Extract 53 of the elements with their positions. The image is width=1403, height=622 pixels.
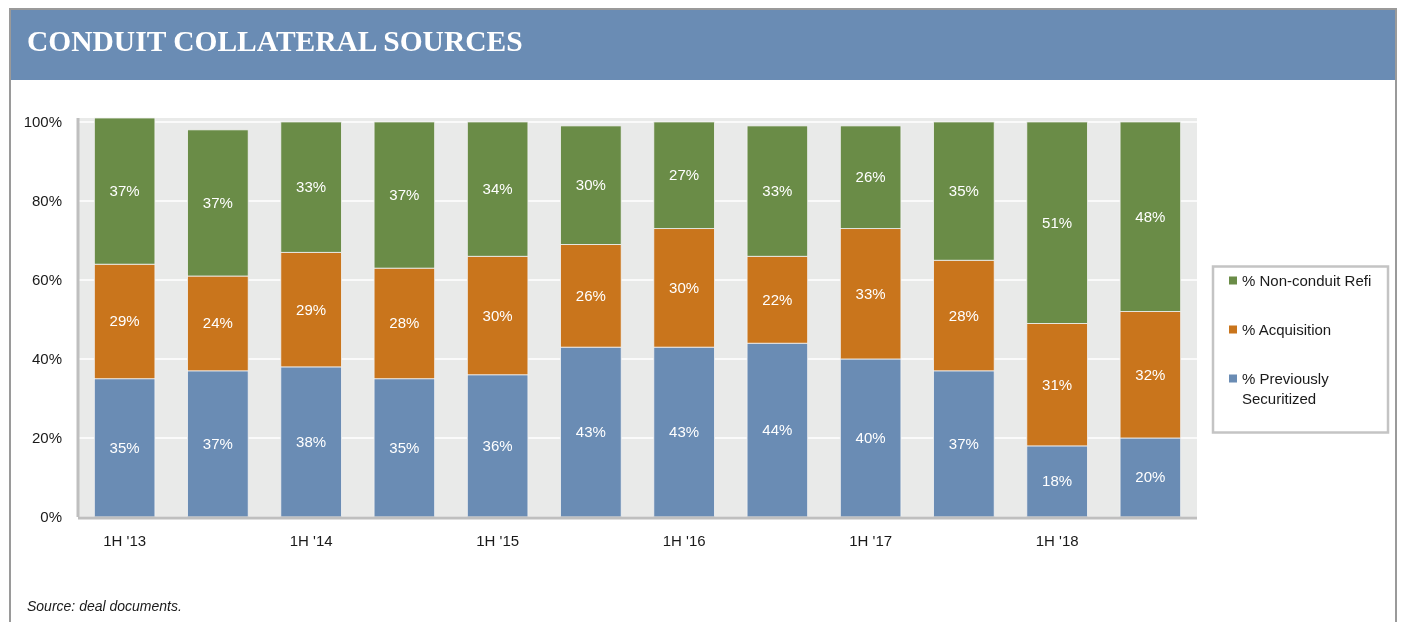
data-label: 34%: [482, 180, 513, 198]
data-label: 37%: [202, 193, 233, 211]
legend-label: % Previously Securitized: [1242, 369, 1330, 407]
data-label: 30%: [669, 278, 700, 296]
y-tick-label: 20%: [31, 428, 62, 446]
data-label: 37%: [109, 182, 140, 200]
data-label: 48%: [1135, 207, 1166, 225]
data-label: 24%: [202, 314, 233, 332]
data-label: 43%: [669, 423, 700, 441]
x-tick-label: 1H '15: [476, 532, 520, 549]
data-label: 36%: [482, 436, 513, 454]
data-label: 37%: [389, 186, 420, 204]
legend-label: % Non-conduit Refi: [1242, 271, 1372, 289]
data-label: 37%: [202, 434, 233, 452]
data-label: 40%: [855, 428, 886, 446]
data-label: 33%: [762, 182, 793, 200]
y-tick-label: 80%: [31, 191, 62, 209]
data-label: 33%: [296, 178, 327, 196]
y-tick-label: 100%: [23, 112, 62, 130]
y-tick-label: 60%: [31, 270, 62, 288]
chart-title: CONDUIT COLLATERAL SOURCES: [27, 25, 523, 57]
x-tick-label: 1H '17: [849, 532, 893, 549]
data-label: 33%: [855, 284, 886, 302]
data-label: 51%: [1042, 213, 1073, 231]
data-label: 37%: [948, 434, 979, 452]
data-label: 26%: [575, 286, 606, 304]
data-label: 35%: [948, 182, 979, 200]
y-tick-label: 40%: [31, 349, 62, 367]
data-label: 32%: [1135, 365, 1166, 383]
data-label: 18%: [1042, 472, 1073, 490]
source-note: Source: deal documents.: [27, 598, 182, 614]
data-label: 30%: [575, 176, 606, 194]
y-tick-label: 0%: [40, 508, 62, 525]
data-label: 44%: [762, 421, 793, 439]
x-tick-label: 1H '16: [662, 532, 706, 549]
data-label: 38%: [296, 432, 327, 450]
data-label: 30%: [482, 306, 513, 324]
data-label: 29%: [109, 312, 140, 330]
data-label: 35%: [389, 438, 420, 456]
data-label: 28%: [389, 314, 420, 332]
data-label: 43%: [575, 423, 606, 441]
data-label: 20%: [1135, 468, 1166, 486]
data-label: 27%: [669, 166, 700, 184]
data-label: 26%: [855, 168, 886, 186]
data-label: 22%: [762, 290, 793, 308]
legend-label: % Acquisition: [1242, 320, 1332, 338]
x-tick-label: 1H '13: [103, 532, 147, 549]
x-tick-label: 1H '14: [289, 532, 333, 549]
data-label: 31%: [1042, 375, 1073, 393]
data-label: 35%: [109, 438, 140, 456]
x-tick-label: 1H '18: [1035, 532, 1079, 549]
data-label: 28%: [948, 306, 979, 324]
data-label: 29%: [296, 300, 327, 318]
